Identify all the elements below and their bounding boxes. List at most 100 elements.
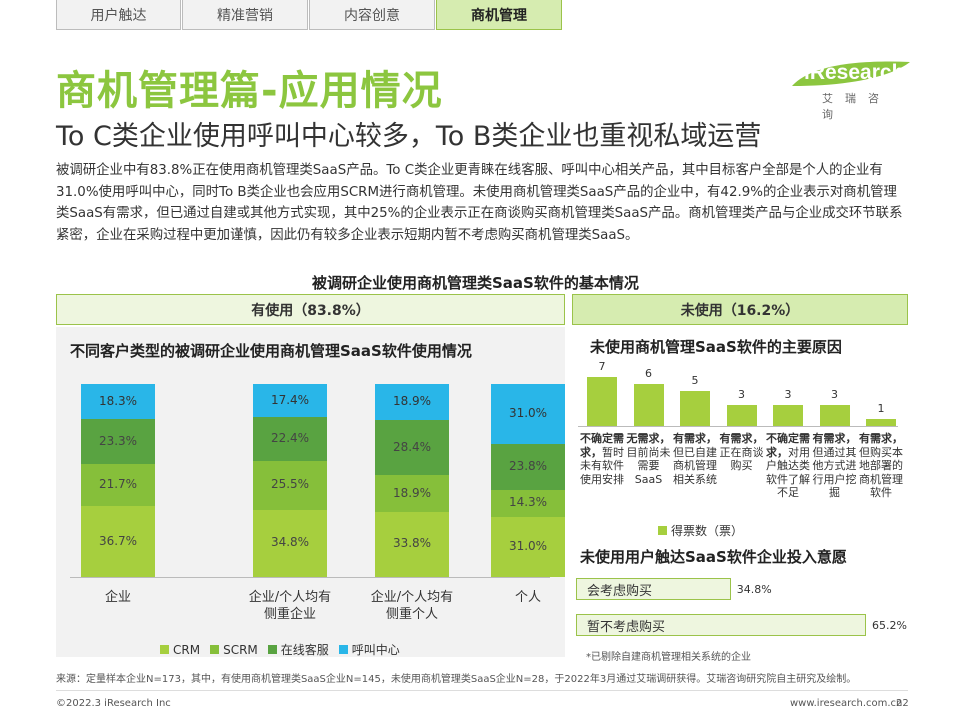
bar-value-label: 31.0% (508, 539, 548, 554)
legend-label: 呼叫中心 (351, 643, 400, 657)
bar-value-label: 23.3% (98, 433, 138, 448)
legend-item: 在线客服 (267, 641, 329, 658)
legend-label: SCRM (223, 642, 258, 657)
bar-value-label: 21.7% (98, 477, 138, 492)
legend-swatch (160, 645, 169, 654)
intent-value: 34.8% (736, 583, 772, 596)
reason-bar-value: 5 (691, 374, 699, 387)
reason-bar-value: 7 (598, 360, 606, 373)
intent-bar-chart: 会考虑购买 34.8% 暂不考虑购买 65.2% (576, 578, 912, 640)
tab-user-reach[interactable]: 用户触达 (56, 0, 181, 30)
bar-segment-scrm (253, 460, 327, 510)
legend-swatch (267, 645, 277, 654)
reason-bar-value: 3 (831, 388, 838, 401)
legend-item: CRM (160, 643, 200, 657)
reason-category-label: 有需求，但已自建商机管理相关系统 (673, 432, 717, 486)
reason-bar (726, 405, 757, 426)
bar-value-label: 18.9% (392, 394, 432, 409)
bar-segment-在线客服 (375, 420, 449, 476)
reason-legend: 得票数（票） (658, 520, 753, 539)
reason-bar-value: 6 (645, 367, 652, 380)
bar-value-label: 25.5% (270, 477, 310, 492)
category-label: 个人 (514, 590, 541, 605)
page-number: 22 (896, 698, 909, 709)
bar-value-label: 18.3% (98, 393, 138, 408)
iresearch-logo: iResearch 艾瑞咨询 (792, 58, 912, 121)
bar-segment-scrm (375, 475, 449, 512)
reason-bar (773, 405, 803, 426)
tab-content-creative[interactable]: 内容创意 (309, 0, 435, 30)
stacked-chart-title: 不同客户类型的被调研企业使用商机管理SaaS软件使用情况 (70, 342, 472, 360)
exclusion-note: *已剔除自建商机管理相关系统的企业 (586, 652, 751, 663)
stacked-bar-chart: 36.7% 21.7% 23.3% 18.3% 企业 34.8% 25.5% 22.4% 17.… (56, 370, 565, 630)
bar-segment-crm (375, 511, 449, 577)
bar-value-label: 18.9% (392, 485, 432, 500)
logo-cn: 艾瑞咨询 (822, 92, 891, 121)
tab-lead-management[interactable]: 商机管理 (436, 0, 562, 30)
bar-segment-scrm (81, 464, 155, 507)
band-unused: 未使用（16.2%） (572, 294, 908, 325)
bar-value-label: 34.8% (270, 535, 310, 550)
bar-value-label: 17.4% (270, 392, 310, 407)
bar-segment-scrm (491, 489, 565, 518)
reason-bar (819, 405, 850, 426)
reason-bar (680, 391, 710, 426)
category-label: 企业 (104, 590, 131, 605)
bar-value-label: 23.8% (508, 458, 548, 473)
logo-brand: iResearch (804, 61, 905, 84)
reason-bar (866, 419, 896, 426)
bar-segment-在线客服 (253, 417, 327, 461)
logo-leaf-icon (792, 61, 910, 86)
reason-category-label: 有需求，但购买本地部署的商机管理软件 (859, 432, 903, 499)
reason-bar-value: 3 (784, 388, 792, 401)
page-title: 商机管理篇-应用情况 (56, 68, 443, 114)
bar-value-label: 14.3% (508, 495, 548, 510)
reason-category-label: 无需求，目前尚未需要SaaS (626, 432, 671, 486)
reason-bar-chart: 7 不确定需求，暂时未有软件使用安排 6 无需求，目前尚未需要SaaS 5 有需求，但已自… (572, 356, 908, 536)
bar-segment-呼叫中心 (375, 384, 449, 421)
bar-value-label: 31.0% (508, 405, 548, 420)
bar-segment-crm (491, 517, 565, 577)
summary-paragraph: 被调研企业中有83.8%正在使用商机管理类SaaS产品。To C类企业更青睐在线… (56, 163, 903, 243)
bar-value-label: 22.4% (270, 431, 310, 445)
reason-bar (633, 384, 664, 426)
intent-chart-title: 未使用用户触达SaaS软件企业投入意愿 (580, 548, 847, 566)
intent-bar: 会考虑购买 (576, 578, 731, 600)
bar-value-label: 36.7% (98, 533, 138, 548)
bar-segment-呼叫中心 (491, 383, 565, 444)
tab-precision-marketing[interactable]: 精准营销 (182, 0, 308, 30)
bar-segment-crm (81, 506, 155, 577)
stacked-legend: CRM SCRM 在线客服 呼叫中心 (160, 639, 410, 658)
bar-segment-呼叫中心 (253, 383, 327, 418)
page-subtitle: To C类企业使用呼叫中心较多，To B类企业也重视私域运营 (56, 121, 762, 152)
legend-item: 呼叫中心 (338, 641, 400, 658)
reason-category-label: 不确定需求，对用户触达类软件了解不足 (766, 432, 810, 499)
reason-bar-value: 3 (738, 388, 745, 401)
reason-x-axis (578, 426, 898, 427)
copyright: ©2022.3 iResearch Inc (56, 698, 171, 709)
reason-category-label: 有需求，但通过其他方式进行用户挖掘 (812, 432, 857, 499)
bar-value-label: 28.4% (392, 439, 432, 454)
source-note: 来源：定量样本企业N=173，其中，有使用商机管理类SaaS企业N=145，未使… (56, 674, 857, 685)
x-axis (70, 577, 550, 578)
category-label: 企业/个人均有 侧重个人 (370, 590, 454, 622)
reason-legend-label: 得票数（票） (671, 524, 744, 538)
reason-bar (587, 377, 617, 426)
bar-segment-crm (253, 509, 327, 577)
legend-swatch (658, 526, 667, 535)
band-used: 有使用（83.8%） (56, 294, 565, 325)
legend-item: SCRM (210, 643, 258, 657)
reason-chart-title: 未使用商机管理SaaS软件的主要原因 (590, 338, 842, 356)
main-chart-title: 被调研企业使用商机管理类SaaS软件的基本情况 (312, 274, 639, 292)
bar-segment-在线客服 (81, 419, 155, 465)
bar-segment-在线客服 (491, 443, 565, 490)
legend-swatch (210, 645, 220, 654)
intent-value: 65.2% (872, 619, 907, 632)
legend-swatch (338, 645, 348, 654)
website: www.iresearch.com.cn (790, 698, 903, 709)
bar-value-label: 33.8% (392, 536, 432, 551)
legend-label: CRM (173, 642, 201, 657)
category-label: 企业/个人均有 侧重企业 (248, 590, 332, 622)
intent-bar: 暂不考虑购买 (576, 614, 866, 636)
legend-label: 在线客服 (280, 643, 329, 657)
